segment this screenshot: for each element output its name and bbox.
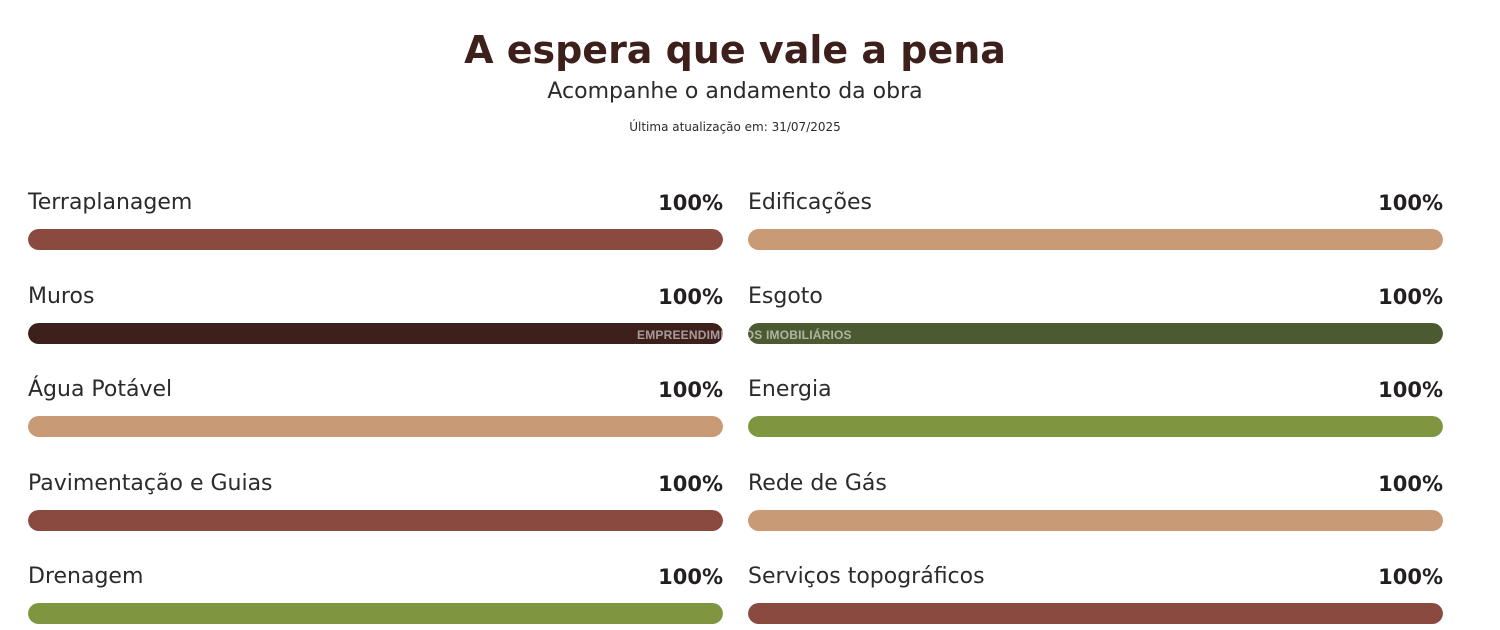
progress-item-terraplanagem: Terraplanagem 100%: [28, 189, 723, 250]
progress-label: Pavimentação e Guias: [28, 471, 273, 496]
progress-percent: 100%: [658, 472, 723, 496]
progress-track: [748, 603, 1443, 624]
progress-percent: 100%: [658, 565, 723, 589]
progress-item-muros: Muros 100%: [28, 283, 723, 344]
progress-label: Rede de Gás: [748, 471, 887, 496]
page-title: A espera que vale a pena: [464, 28, 1006, 72]
page-subtitle: Acompanhe o andamento da obra: [547, 79, 923, 104]
progress-track: [28, 229, 723, 250]
watermark: EMPREENDIMENTOS IMOBILIÁRIOS: [637, 328, 852, 342]
progress-track: [28, 416, 723, 437]
progress-bar-fill: [28, 229, 723, 250]
progress-track: [748, 510, 1443, 531]
progress-label: Drenagem: [28, 564, 144, 589]
progress-track: [28, 510, 723, 531]
progress-percent: 100%: [1378, 285, 1443, 309]
progress-bar-fill: [28, 416, 723, 437]
progress-bar-fill: [748, 603, 1443, 624]
progress-percent: 100%: [658, 378, 723, 402]
progress-bar-fill: [748, 323, 1443, 344]
progress-bar-fill: [748, 229, 1443, 250]
progress-label: Esgoto: [748, 284, 823, 309]
progress-bar-fill: [28, 603, 723, 624]
progress-label: Água Potável: [28, 377, 173, 402]
last-updated: Última atualização em: 31/07/2025: [629, 120, 841, 134]
progress-percent: 100%: [1378, 191, 1443, 215]
progress-percent: 100%: [658, 191, 723, 215]
progress-percent: 100%: [1378, 472, 1443, 496]
progress-percent: 100%: [658, 285, 723, 309]
progress-item-edificacoes: Edificações 100%: [748, 189, 1443, 250]
progress-label: Serviços topográficos: [748, 564, 985, 589]
progress-bar-fill: [748, 510, 1443, 531]
progress-track: [748, 416, 1443, 437]
progress-item-drenagem: Drenagem 100%: [28, 563, 723, 624]
progress-track: [748, 323, 1443, 344]
progress-percent: 100%: [1378, 565, 1443, 589]
progress-percent: 100%: [1378, 378, 1443, 402]
progress-item-energia: Energia 100%: [748, 376, 1443, 437]
progress-label: Terraplanagem: [28, 190, 193, 215]
progress-item-servicos-topograficos: Serviços topográficos 100%: [748, 563, 1443, 624]
progress-track: [28, 603, 723, 624]
progress-item-pavimentacao-e-guias: Pavimentação e Guias 100%: [28, 470, 723, 531]
progress-track: [748, 229, 1443, 250]
progress-bar-fill: [28, 510, 723, 531]
progress-item-esgoto: Esgoto 100%: [748, 283, 1443, 344]
progress-label: Muros: [28, 284, 95, 309]
progress-item-rede-de-gas: Rede de Gás 100%: [748, 470, 1443, 531]
progress-label: Edificações: [748, 190, 872, 215]
progress-bar-fill: [748, 416, 1443, 437]
progress-track: [28, 323, 723, 344]
progress-item-agua-potavel: Água Potável 100%: [28, 376, 723, 437]
progress-bar-fill: [28, 323, 723, 344]
progress-label: Energia: [748, 377, 832, 402]
